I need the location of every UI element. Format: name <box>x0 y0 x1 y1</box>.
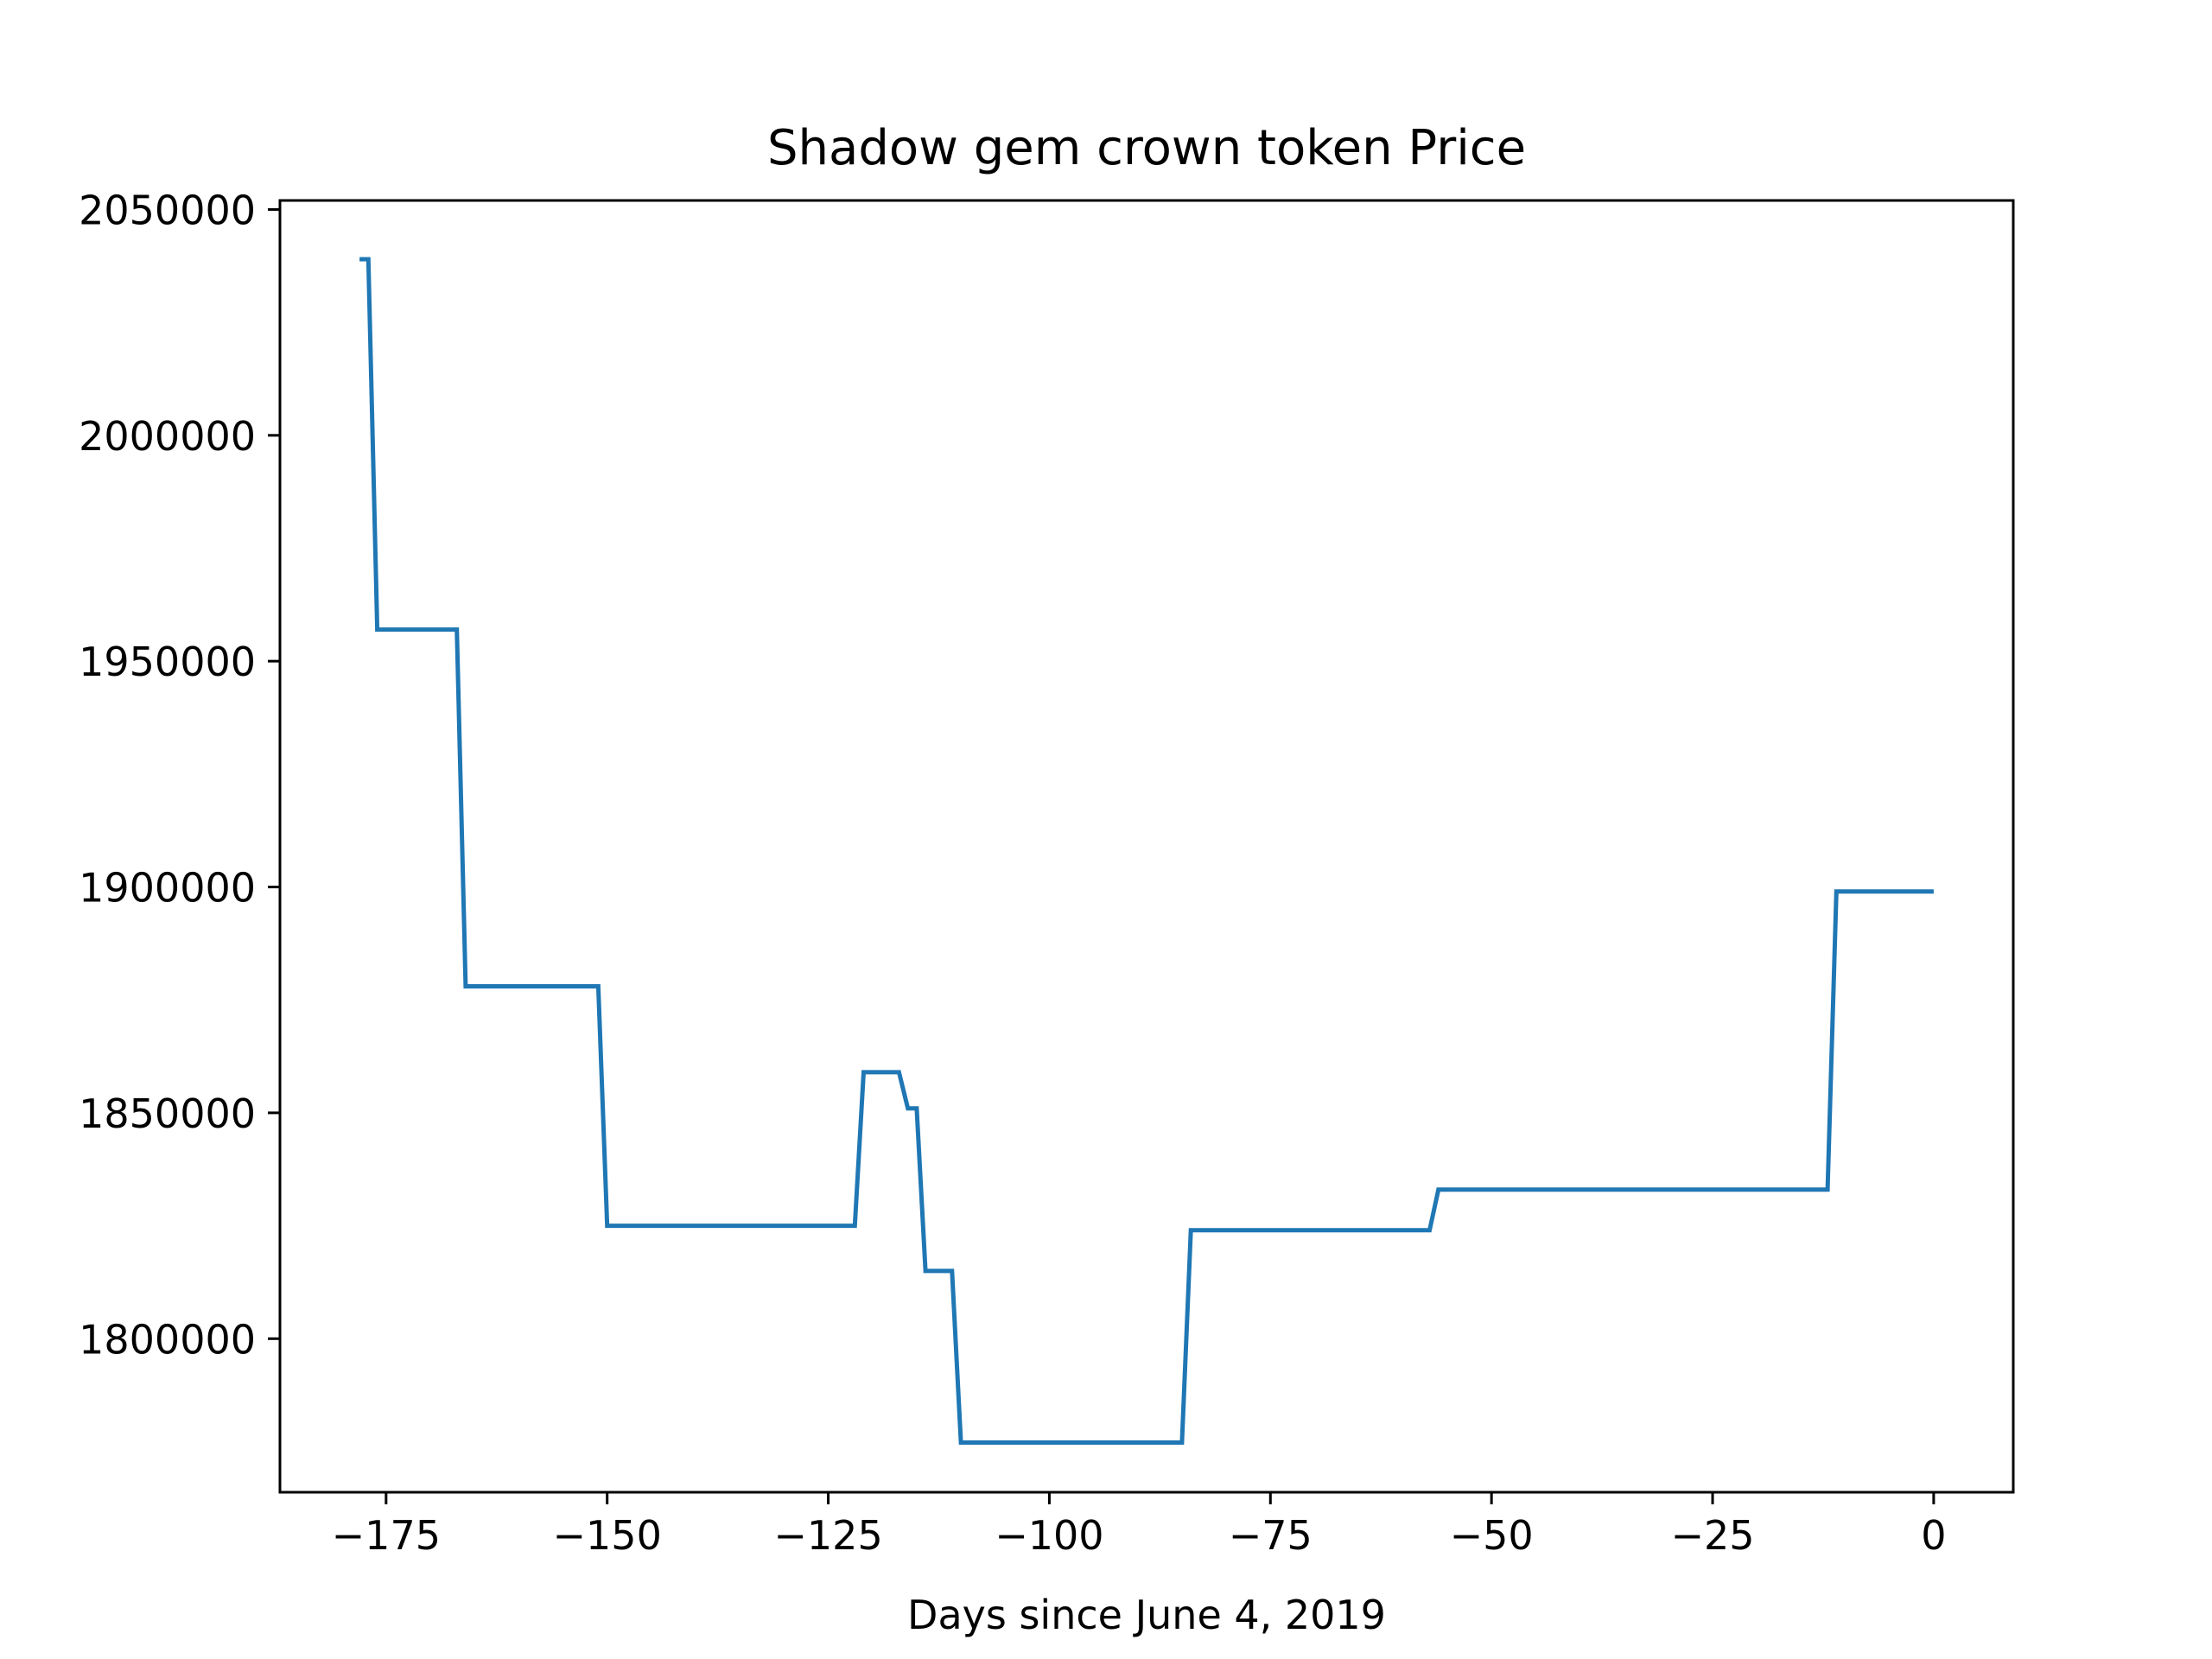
x-axis-label: Days since June 4, 2019 <box>907 1592 1386 1638</box>
x-tick-label: −125 <box>773 1512 882 1559</box>
plot-area <box>359 257 1934 1445</box>
chart-title: Shadow gem crown token Price <box>767 120 1526 176</box>
x-tick-label: 0 <box>1921 1512 1946 1559</box>
y-tick-label: 1850000 <box>79 1090 256 1137</box>
y-tick-label: 1800000 <box>79 1316 256 1363</box>
x-axis: −175 −150 −125 −100 −75 −50 −25 0 <box>332 1492 1947 1559</box>
y-tick-label: 1950000 <box>79 639 256 685</box>
plot-frame <box>278 199 2015 1494</box>
x-tick-label: −25 <box>1670 1512 1754 1559</box>
y-axis: 1800000 1850000 1900000 1950000 2000000 20500… <box>79 187 280 1363</box>
x-tick-label: −100 <box>995 1512 1103 1559</box>
y-tick-label: 2000000 <box>79 413 256 460</box>
x-tick-label: −50 <box>1450 1512 1534 1559</box>
x-tick-label: −75 <box>1229 1512 1313 1559</box>
series-line <box>359 257 1934 1445</box>
x-tick-label: −150 <box>553 1512 662 1559</box>
y-tick-label: 1900000 <box>79 865 256 912</box>
y-tick-label: 2050000 <box>79 187 256 233</box>
x-tick-label: −175 <box>332 1512 441 1559</box>
